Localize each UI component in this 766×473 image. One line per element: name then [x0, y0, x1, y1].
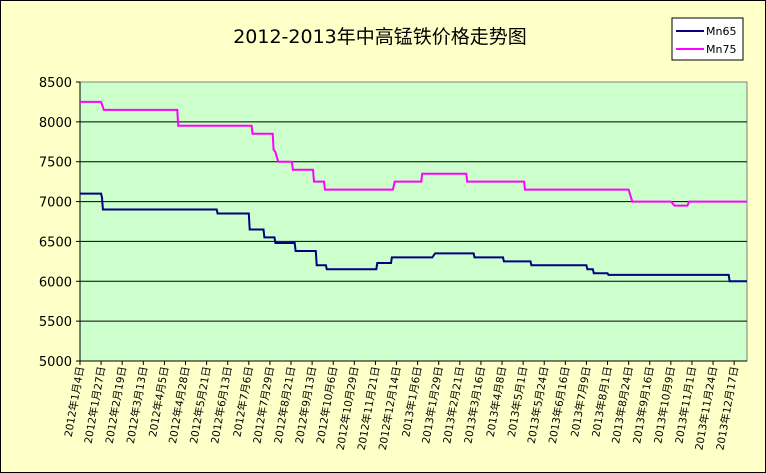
chart-title: 2012-2013年中高锰铁价格走势图 [233, 26, 527, 48]
legend-box [671, 17, 744, 61]
series-line-mn75 [80, 100, 747, 207]
y-tick-label: 6000 [39, 275, 72, 290]
y-tick-label: 6500 [39, 235, 72, 250]
y-tick-label: 5500 [39, 315, 72, 330]
legend-label-mn75: Mn75 [706, 43, 736, 56]
legend-label-mn65: Mn65 [706, 25, 736, 38]
y-tick-label: 7500 [39, 156, 72, 171]
y-tick-label: 8000 [39, 116, 72, 131]
plot-area [79, 81, 748, 362]
y-tick-label: 7000 [39, 196, 72, 211]
series-lines [80, 100, 747, 283]
y-axis-ticks: 5000 5500 6000 6500 7000 7500 8000 8500 [39, 76, 80, 370]
y-tick-label: 8500 [39, 76, 72, 91]
series-line-mn65 [80, 192, 747, 283]
y-tick-label: 5000 [39, 355, 72, 370]
legend: Mn65 Mn75 [671, 17, 744, 61]
grid-lines [79, 82, 747, 362]
